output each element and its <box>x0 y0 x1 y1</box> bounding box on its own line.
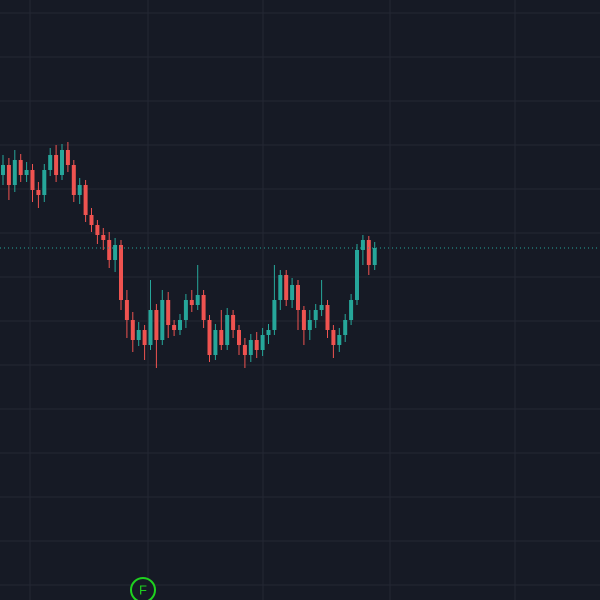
candle-body <box>142 330 147 345</box>
candle-body <box>266 330 271 335</box>
candle-body <box>136 330 141 340</box>
candle-body <box>189 300 194 305</box>
candle-body <box>325 305 330 330</box>
candle-body <box>148 310 153 345</box>
candle-body <box>290 285 295 300</box>
candle-body <box>225 315 230 345</box>
candle-body <box>172 325 177 330</box>
candle-body <box>89 215 94 225</box>
candle-body <box>301 310 306 330</box>
candle-body <box>213 330 218 355</box>
candle-body <box>360 240 365 250</box>
candle-body <box>48 155 53 170</box>
candle-body <box>65 150 70 165</box>
candle-body <box>349 300 354 320</box>
candle-body <box>260 335 265 350</box>
candle-body <box>12 160 17 185</box>
event-marker[interactable]: F <box>130 577 156 600</box>
candle-body <box>119 245 123 300</box>
candle-body <box>248 340 253 355</box>
candle-body <box>77 185 82 195</box>
candle-body <box>154 310 159 340</box>
candle-body <box>54 155 59 175</box>
candle-body <box>178 320 182 330</box>
candle-body <box>343 320 348 335</box>
candle-body <box>30 170 35 190</box>
candle-body <box>207 320 212 355</box>
candle-body <box>201 295 206 320</box>
candle-body <box>95 225 100 235</box>
candle-body <box>237 330 241 345</box>
candle-body <box>242 345 247 355</box>
candle-body <box>60 150 64 175</box>
candle-body <box>71 165 76 195</box>
candle-body <box>231 315 236 330</box>
candles <box>0 142 600 368</box>
candle-body <box>313 310 318 320</box>
candle-body <box>101 235 106 240</box>
candle-body <box>1 165 5 175</box>
candle-body <box>372 248 377 265</box>
candle-body <box>107 240 112 260</box>
candle-body <box>219 330 224 345</box>
candle-body <box>307 320 312 330</box>
candle-body <box>183 300 188 320</box>
candle-body <box>355 250 359 300</box>
candle-body <box>83 185 88 215</box>
candle-body <box>195 295 200 305</box>
candle-body <box>278 275 283 300</box>
event-marker-label[interactable]: F <box>139 582 147 597</box>
candle-body <box>130 320 135 340</box>
candle-body <box>18 160 23 175</box>
candle-body <box>254 340 259 350</box>
candle-body <box>366 240 371 265</box>
candle-body <box>124 300 129 320</box>
candle-body <box>113 245 118 260</box>
candle-body <box>42 170 47 195</box>
candle-body <box>6 165 11 185</box>
candle-body <box>24 170 29 175</box>
candle-body <box>272 300 277 330</box>
candle-body <box>331 330 336 345</box>
candle-body <box>166 300 171 325</box>
candle-body <box>337 335 342 345</box>
candle-body <box>296 285 300 310</box>
candle-body <box>319 305 324 310</box>
candle-body <box>36 190 41 195</box>
candle-body <box>284 275 289 300</box>
candle-body <box>160 300 165 340</box>
event-marker-circle[interactable] <box>130 577 156 600</box>
